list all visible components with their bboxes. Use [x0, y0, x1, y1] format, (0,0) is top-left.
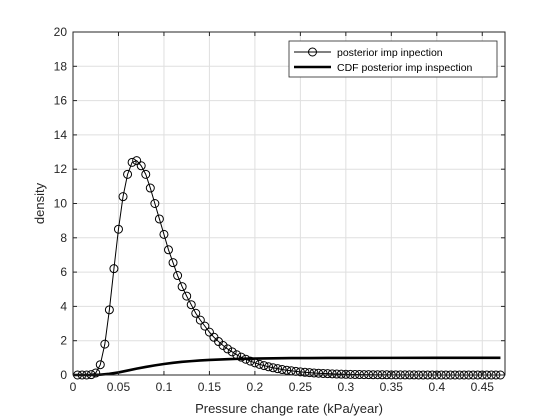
- series-posterior-point: [145, 183, 155, 193]
- series-posterior-point: [136, 161, 146, 171]
- series-posterior-point: [141, 169, 151, 179]
- series-posterior-point: [318, 368, 328, 378]
- series-posterior-point: [273, 364, 283, 374]
- y-axis-label: density: [32, 182, 47, 224]
- ticks: 0 0.05 0.1 0.15 0.2 0.25 0.3 0.35 0.4 0.45 0 2 4 6 8 10…: [54, 25, 505, 394]
- legend-entry-posterior: posterior imp inpection: [337, 47, 443, 59]
- series-posterior-point: [336, 369, 346, 379]
- y-tick-label: 16: [54, 94, 68, 108]
- series-posterior-point: [195, 315, 205, 325]
- series-posterior-point: [300, 367, 310, 377]
- series-posterior-point: [350, 369, 360, 379]
- x-tick-label: 0.15: [198, 380, 222, 394]
- series-posterior-point: [95, 360, 105, 370]
- series-posterior-point: [264, 362, 274, 372]
- series-posterior-point: [323, 369, 333, 379]
- series-posterior-point: [163, 245, 173, 255]
- x-tick-label: 0.2: [247, 380, 264, 394]
- series-posterior-point: [236, 352, 246, 362]
- x-tick-label: 0.35: [380, 380, 404, 394]
- x-tick-label: 0.3: [337, 380, 354, 394]
- series-posterior-point: [218, 341, 228, 350]
- series-posterior-point: [254, 359, 264, 369]
- y-tick-label: 12: [54, 162, 68, 176]
- series-posterior-point: [118, 192, 128, 202]
- series-posterior-point: [245, 356, 255, 366]
- x-tick-label: 0.25: [289, 380, 313, 394]
- series-posterior-point: [204, 327, 214, 337]
- series-posterior-point: [223, 344, 233, 354]
- series-posterior-point: [332, 369, 342, 379]
- x-axis-label: Pressure change rate (kPa/year): [195, 401, 383, 416]
- grid: [73, 32, 505, 375]
- legend-box: [288, 40, 498, 78]
- series-posterior-point: [277, 365, 287, 375]
- series-posterior-point: [113, 224, 123, 234]
- x-tick-label: 0.05: [107, 380, 131, 394]
- series-posterior-point: [314, 368, 324, 378]
- series-posterior-point: [341, 369, 351, 379]
- y-tick-label: 0: [60, 368, 67, 382]
- series-posterior-point: [168, 258, 178, 268]
- legend: posterior imp inpection CDF posterior im…: [288, 40, 498, 78]
- series-posterior-point: [123, 169, 133, 179]
- series-posterior-point: [304, 368, 314, 378]
- x-tick-label: 0.1: [156, 380, 173, 394]
- series-posterior-point: [127, 157, 137, 167]
- y-tick-label: 6: [60, 265, 67, 279]
- legend-entry-cdf: CDF posterior imp inspection: [337, 62, 473, 74]
- series-posterior-point: [182, 291, 192, 301]
- series-posterior-point: [186, 300, 196, 310]
- series-posterior-point: [150, 199, 160, 208]
- series-posterior-point: [295, 367, 305, 377]
- series-posterior-point: [100, 339, 110, 349]
- y-tick-label: 2: [60, 334, 67, 348]
- series-posterior-point: [345, 369, 355, 379]
- x-tick-label: 0.4: [428, 380, 445, 394]
- series-posterior-point: [227, 347, 237, 357]
- y-tick-label: 14: [54, 128, 68, 142]
- series-posterior-point: [154, 214, 164, 224]
- series-posterior-point: [282, 365, 292, 375]
- series-posterior-point: [173, 271, 183, 281]
- y-tick-label: 18: [54, 59, 68, 73]
- series-posterior-point: [327, 369, 337, 379]
- series-cdf-line: [73, 356, 501, 377]
- series-posterior-point: [268, 363, 278, 373]
- y-tick-label: 4: [60, 299, 67, 313]
- series-posterior-point: [191, 308, 201, 318]
- series-posterior-point: [104, 305, 114, 315]
- series-posterior-point: [309, 368, 319, 378]
- series-posterior-point: [200, 321, 210, 331]
- series-posterior-point: [177, 282, 187, 292]
- series-posterior-point: [159, 229, 169, 239]
- x-tick-label: 0: [70, 380, 77, 394]
- series-posterior-point: [91, 368, 101, 378]
- series-posterior-point: [109, 264, 119, 274]
- series-posterior-point: [259, 361, 269, 371]
- y-tick-label: 8: [60, 231, 67, 245]
- series-posterior-point: [132, 156, 142, 166]
- y-tick-label: 20: [54, 25, 68, 39]
- x-tick-label: 0.45: [471, 380, 495, 394]
- y-tick-label: 10: [54, 197, 68, 211]
- legend-marker-posterior: [308, 47, 317, 57]
